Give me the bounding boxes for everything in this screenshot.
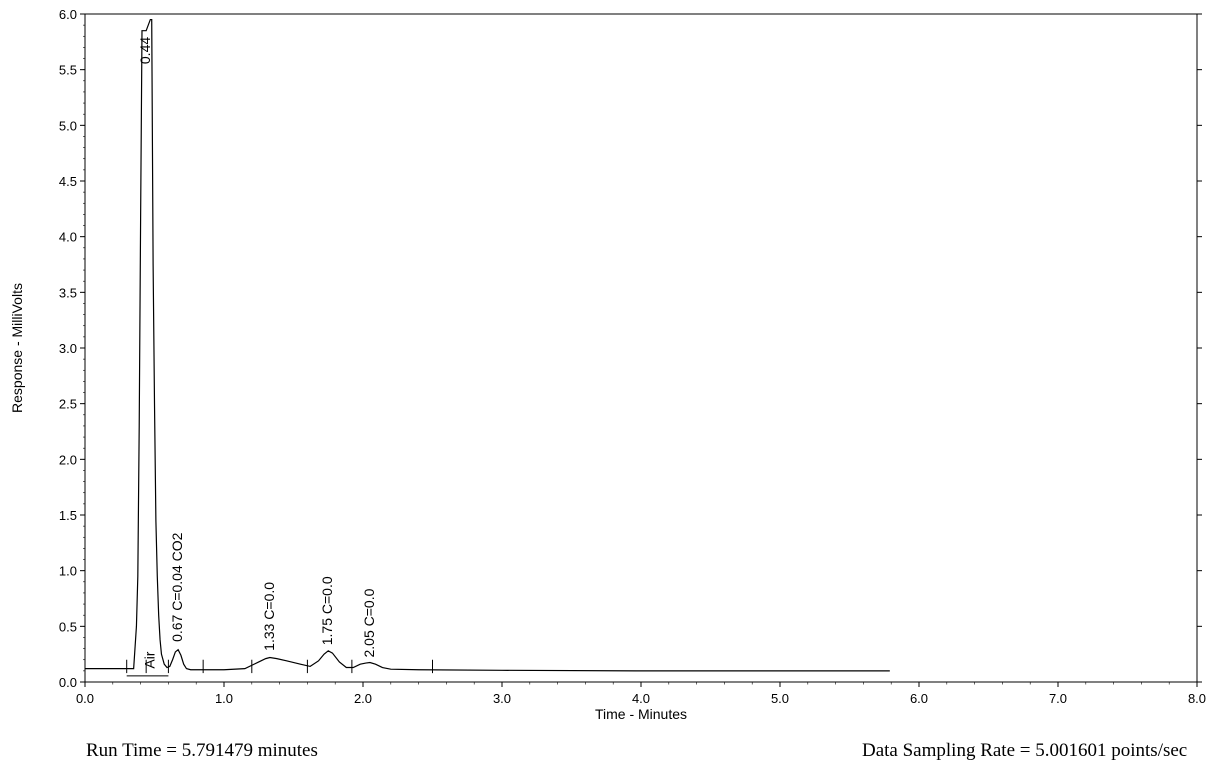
x-tick-label: 6.0 <box>910 691 928 706</box>
x-tick-label: 4.0 <box>632 691 650 706</box>
y-tick-label: 0.0 <box>59 675 77 690</box>
plot-frame <box>84 13 1198 683</box>
peak-label: 0.44 <box>137 37 153 64</box>
y-tick-label: 0.5 <box>59 619 77 634</box>
axes <box>84 13 1198 683</box>
x-tick-label: 8.0 <box>1188 691 1206 706</box>
x-tick-label: 5.0 <box>771 691 789 706</box>
x-tick-label: 7.0 <box>1049 691 1067 706</box>
run-time-text: Run Time = 5.791479 minutes <box>86 740 318 761</box>
tick-labels: 0.0 0.5 1.0 1.5 2.0 2.5 3.0 3.5 4.0 4.5 5.0 5.5 6.0 0… <box>59 7 1206 706</box>
y-tick-label: 3.5 <box>59 285 77 300</box>
x-tick-label: 1.0 <box>215 691 233 706</box>
x-axis-label: Time - Minutes <box>595 706 687 722</box>
x-tick-label: 3.0 <box>493 691 511 706</box>
y-axis-label: Response - MilliVolts <box>9 283 25 413</box>
y-tick-label: 3.0 <box>59 341 77 356</box>
peak-label: Air <box>141 651 157 668</box>
y-tick-label: 4.0 <box>59 230 77 245</box>
x-tick-label: 0.0 <box>76 691 94 706</box>
y-tick-label: 5.5 <box>59 63 77 78</box>
y-tick-label: 2.5 <box>59 397 77 412</box>
sampling-rate-text: Data Sampling Rate = 5.001601 points/sec <box>862 740 1188 761</box>
peak-label: 1.33 C=0.0 <box>261 582 277 651</box>
peak-label: 0.67 C=0.04 CO2 <box>169 532 185 642</box>
peak-label: 2.05 C=0.0 <box>361 588 377 657</box>
chromatogram-chart: 0.0 0.5 1.0 1.5 2.0 2.5 3.0 3.5 4.0 4.5 5.0 5.5 6.0 0… <box>9 7 1206 722</box>
y-tick-label: 1.0 <box>59 564 77 579</box>
y-tick-label: 4.5 <box>59 174 77 189</box>
axis-ticks <box>80 13 1202 687</box>
y-tick-label: 2.0 <box>59 452 77 467</box>
x-tick-label: 2.0 <box>354 691 372 706</box>
peak-label: 1.75 C=0.0 <box>319 576 335 645</box>
y-tick-label: 6.0 <box>59 7 77 22</box>
baseline-markers <box>126 659 433 677</box>
y-tick-label: 5.0 <box>59 118 77 133</box>
series-group <box>85 18 890 672</box>
y-tick-label: 1.5 <box>59 508 77 523</box>
series-line <box>85 18 890 672</box>
peak-labels: 0.44 0.67 C=0.04 CO2 1.33 C=0.0 1.75 C=0.0 2… <box>137 37 377 669</box>
